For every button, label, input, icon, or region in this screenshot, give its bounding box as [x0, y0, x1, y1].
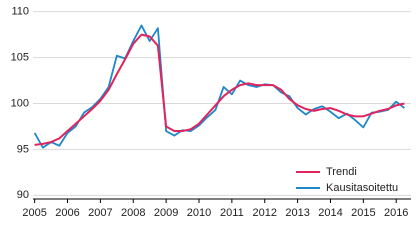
x-tick-label: 2005	[22, 207, 46, 219]
x-tick-label: 2007	[88, 207, 112, 219]
x-tick-label: 2012	[252, 207, 276, 219]
x-tick-label: 2010	[187, 207, 211, 219]
x-tick-label: 2015	[351, 207, 375, 219]
x-tick-label: 2009	[154, 207, 178, 219]
y-tick-label: 90	[17, 189, 29, 201]
x-tick-label: 2014	[318, 207, 342, 219]
series-line	[33, 24, 405, 149]
x-tick-label: 2013	[285, 207, 309, 219]
y-tick-label: 100	[11, 97, 29, 109]
series-line	[34, 33, 405, 146]
legend-label: Trendi	[326, 166, 357, 178]
x-tick-label: 2008	[121, 207, 145, 219]
y-tick-label: 110	[11, 6, 29, 18]
y-tick-label: 95	[17, 143, 29, 155]
x-tick-label: 2016	[384, 207, 408, 219]
legend-label: Kausitasoitettu	[326, 182, 398, 194]
y-tick-label: 105	[11, 51, 29, 63]
chart: 90 95 100 105 110 2005 2006 2007 2008 2009 2010 201…	[11, 6, 411, 219]
x-tick-label: 2011	[220, 207, 244, 219]
x-tick-label: 2006	[55, 207, 79, 219]
